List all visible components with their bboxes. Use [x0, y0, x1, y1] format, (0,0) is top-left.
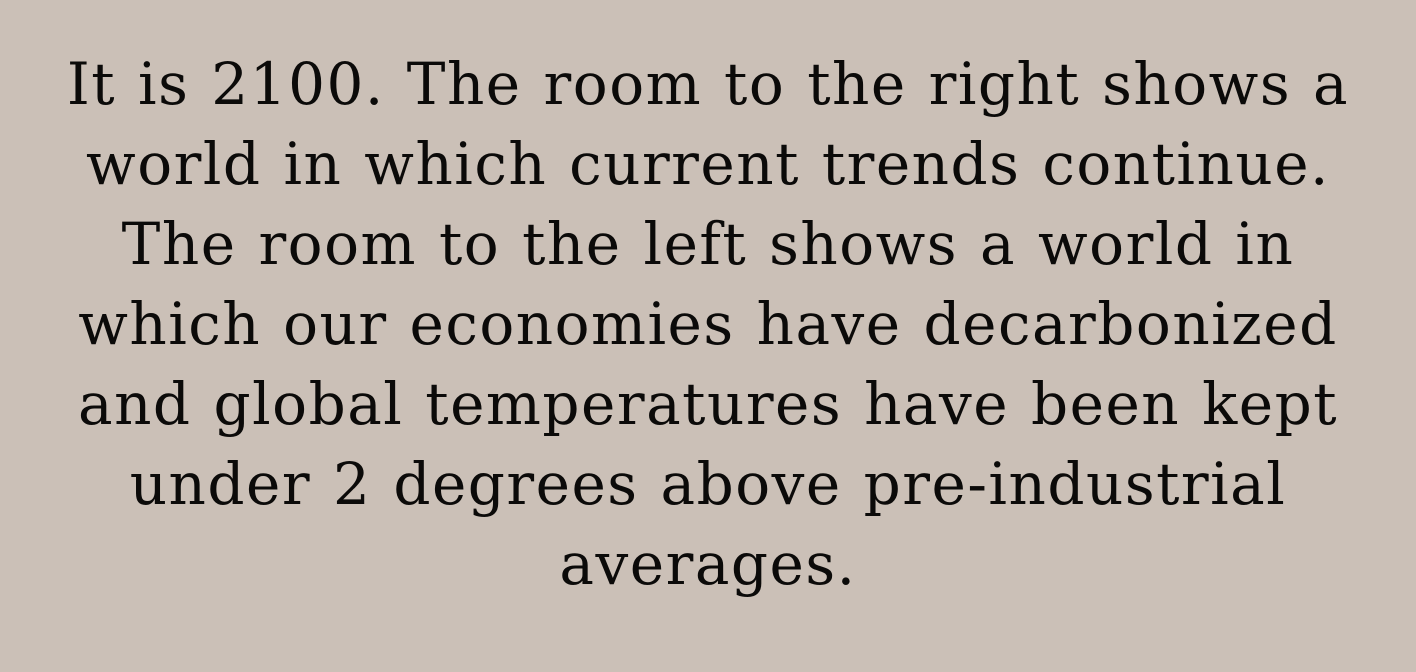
- statement-line: world in which current trends continue.: [86, 130, 1330, 198]
- statement-line: which our economies have decarbonized: [78, 290, 1338, 358]
- exhibit-statement: It is 2100. The room to the right shows …: [36, 44, 1380, 604]
- statement-line: under 2 degrees above pre-industrial: [129, 450, 1287, 518]
- statement-line: It is 2100. The room to the right shows …: [66, 50, 1350, 118]
- statement-line: and global temperatures have been kept: [77, 370, 1339, 438]
- statement-line: The room to the left shows a world in: [121, 210, 1295, 278]
- statement-line: averages.: [559, 530, 857, 598]
